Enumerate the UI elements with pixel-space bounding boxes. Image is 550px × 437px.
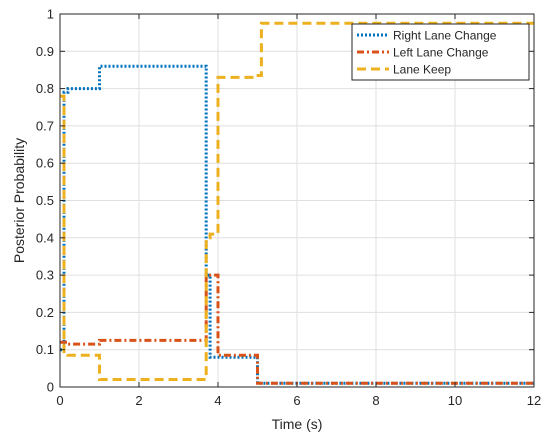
x-tick-label: 0	[56, 393, 63, 408]
y-tick-label: 0.6	[36, 156, 54, 171]
x-tick-label: 2	[135, 393, 142, 408]
y-tick-label: 1	[47, 7, 54, 22]
y-tick-label: 0.3	[36, 268, 54, 283]
legend-box	[351, 23, 530, 81]
y-tick-label: 0	[47, 380, 54, 395]
y-tick-label: 0.5	[36, 193, 54, 208]
tick-marks	[59, 13, 535, 388]
legend: Right Lane Change Left Lane Change Lane Ke…	[351, 23, 530, 81]
legend-entry: Lane Keep	[393, 63, 451, 77]
series-line-right-lane-change	[60, 64, 534, 385]
x-tick-label: 12	[527, 393, 541, 408]
legend-entry: Left Lane Change	[393, 46, 489, 60]
y-tick-label: 0.2	[36, 305, 54, 320]
tick-labels: 0 2 4 6 8 10 12 0 0.1 0.2 0.3 0.4 0.5 0.6 0.7 0.8 0.9 1	[36, 7, 541, 409]
x-tick-label: 10	[448, 393, 462, 408]
x-tick-label: 8	[372, 393, 379, 408]
grid	[60, 14, 534, 387]
x-tick-label: 6	[293, 393, 300, 408]
x-tick-label: 4	[214, 393, 221, 408]
y-tick-label: 0.8	[36, 81, 54, 96]
series-line-left-lane-change	[60, 273, 534, 385]
legend-entry: Right Lane Change	[393, 29, 497, 43]
y-tick-label: 0.7	[36, 118, 54, 133]
y-tick-label: 0.4	[36, 230, 54, 245]
series-lines	[60, 21, 534, 385]
y-tick-label: 0.9	[36, 44, 54, 59]
y-axis-label: Posterior Probability	[11, 138, 27, 263]
y-tick-label: 0.1	[36, 342, 54, 357]
x-axis-label: Time (s)	[272, 416, 323, 432]
